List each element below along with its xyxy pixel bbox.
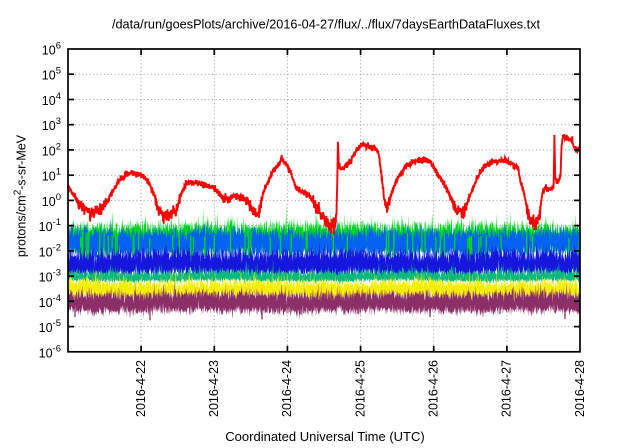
svg-text:2016-4-24: 2016-4-24 [280, 360, 294, 417]
svg-text:/data/run/goesPlots/archive/20: /data/run/goesPlots/archive/2016-04-27/f… [112, 18, 541, 32]
svg-text:2016-4-28: 2016-4-28 [573, 360, 587, 417]
svg-text:2016-4-22: 2016-4-22 [134, 360, 148, 417]
svg-text:Coordinated Universal Time (UT: Coordinated Universal Time (UTC) [225, 429, 424, 444]
svg-text:2016-4-26: 2016-4-26 [427, 360, 441, 417]
svg-text:2016-4-25: 2016-4-25 [353, 360, 367, 417]
svg-text:2016-4-23: 2016-4-23 [207, 360, 221, 417]
svg-text:2016-4-27: 2016-4-27 [500, 360, 514, 417]
svg-text:protons/cm2-s-sr-MeV: protons/cm2-s-sr-MeV [13, 134, 29, 257]
